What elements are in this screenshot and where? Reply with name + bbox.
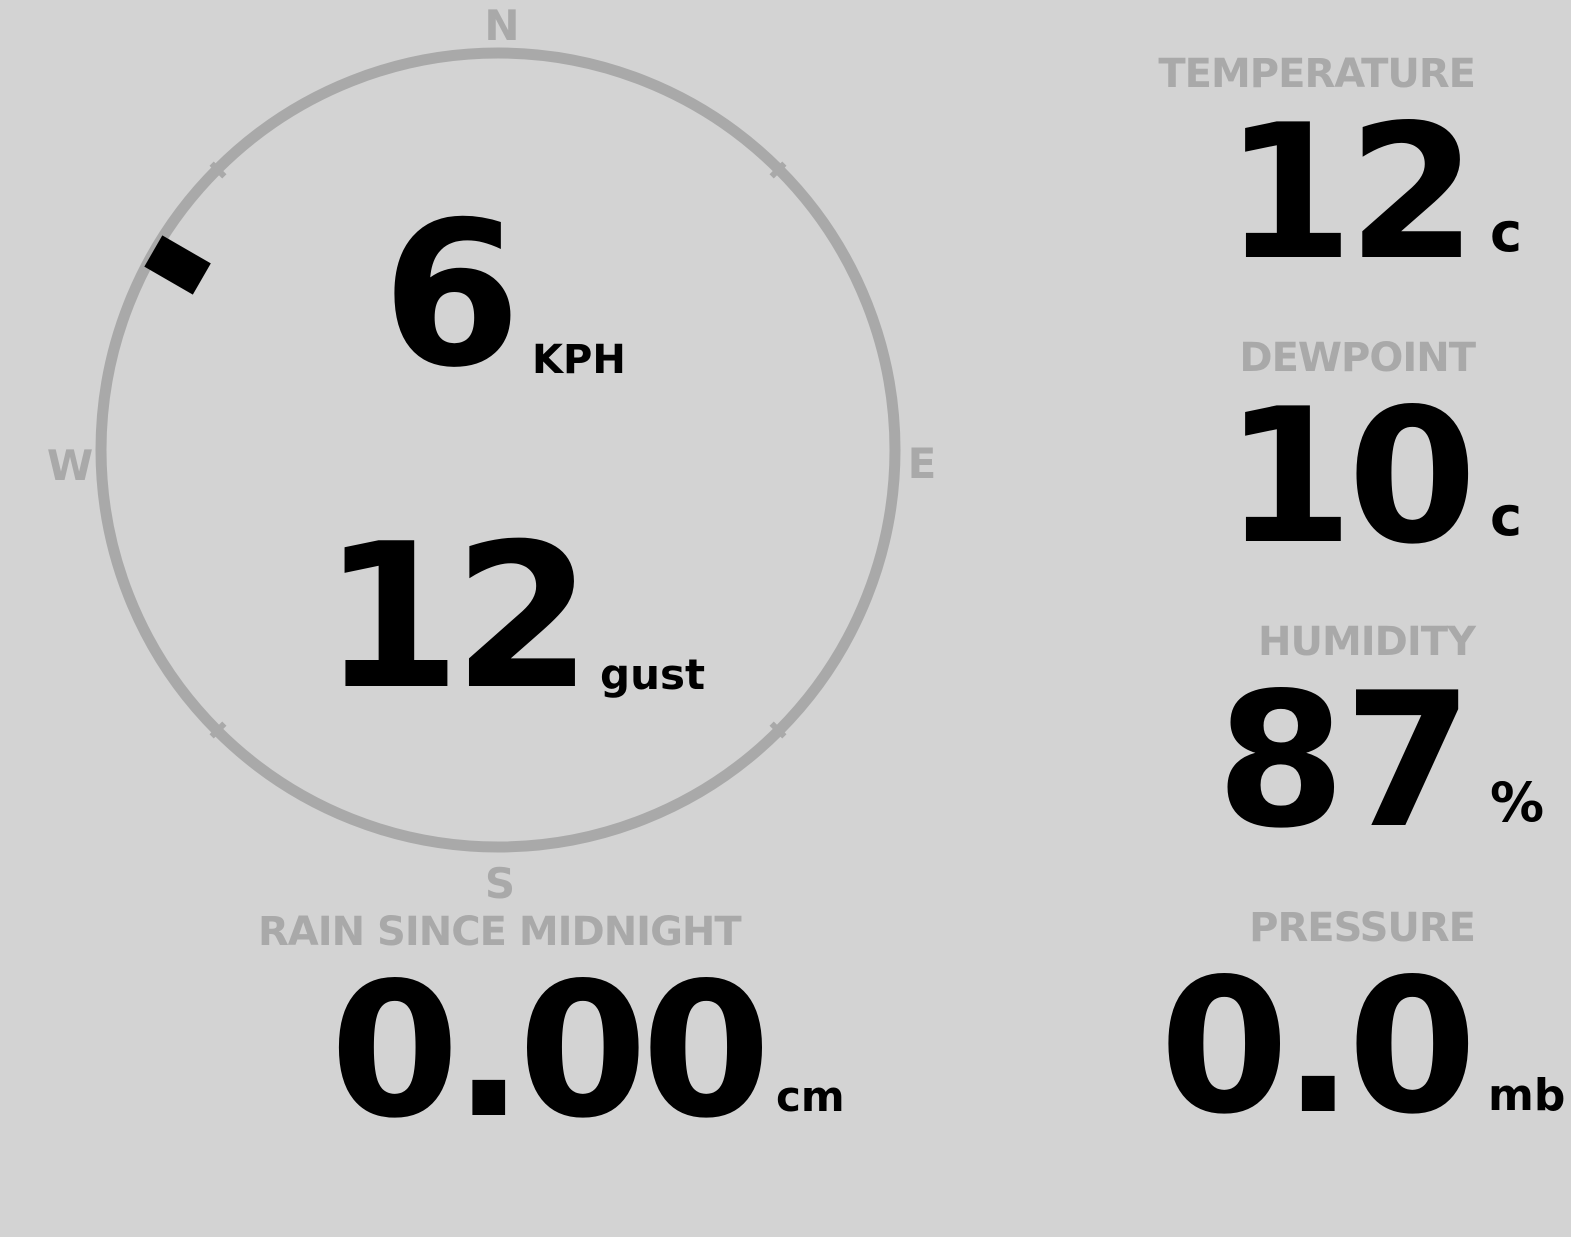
temperature-unit: c <box>1490 201 1523 264</box>
pressure-unit: mb <box>1488 1070 1566 1121</box>
compass-tick <box>769 161 787 179</box>
humidity-value: 87 <box>1216 652 1473 869</box>
pressure-label: PRESSURE <box>1249 905 1476 951</box>
compass-tick <box>769 721 787 739</box>
compass-tick <box>209 161 227 179</box>
compass-ring <box>95 47 901 853</box>
temperature-label: TEMPERATURE <box>1158 51 1476 97</box>
compass-tick <box>209 721 227 739</box>
dewpoint-label: DEWPOINT <box>1239 335 1476 381</box>
wind-gust-label: gust <box>600 650 706 699</box>
humidity-label: HUMIDITY <box>1258 619 1476 665</box>
pressure-value: 0.0 <box>1159 938 1477 1155</box>
rain-value: 0.00 <box>330 942 771 1159</box>
wind-speed-value: 6 <box>382 179 522 412</box>
wind-speed-unit: KPH <box>532 337 626 383</box>
compass-north: N <box>484 1 519 50</box>
wind-direction-marker <box>144 235 211 295</box>
wind-gust-value: 12 <box>322 501 592 734</box>
dewpoint-unit: c <box>1490 485 1523 548</box>
compass-ticks <box>209 161 787 739</box>
dewpoint-value: 10 <box>1224 368 1477 585</box>
rain-label: RAIN SINCE MIDNIGHT <box>258 909 742 955</box>
rain-unit: cm <box>776 1072 845 1121</box>
compass-south: S <box>485 859 515 908</box>
temperature-value: 12 <box>1224 84 1477 301</box>
compass-west: W <box>47 441 93 490</box>
compass-east: E <box>908 439 937 488</box>
humidity-unit: % <box>1490 771 1545 834</box>
